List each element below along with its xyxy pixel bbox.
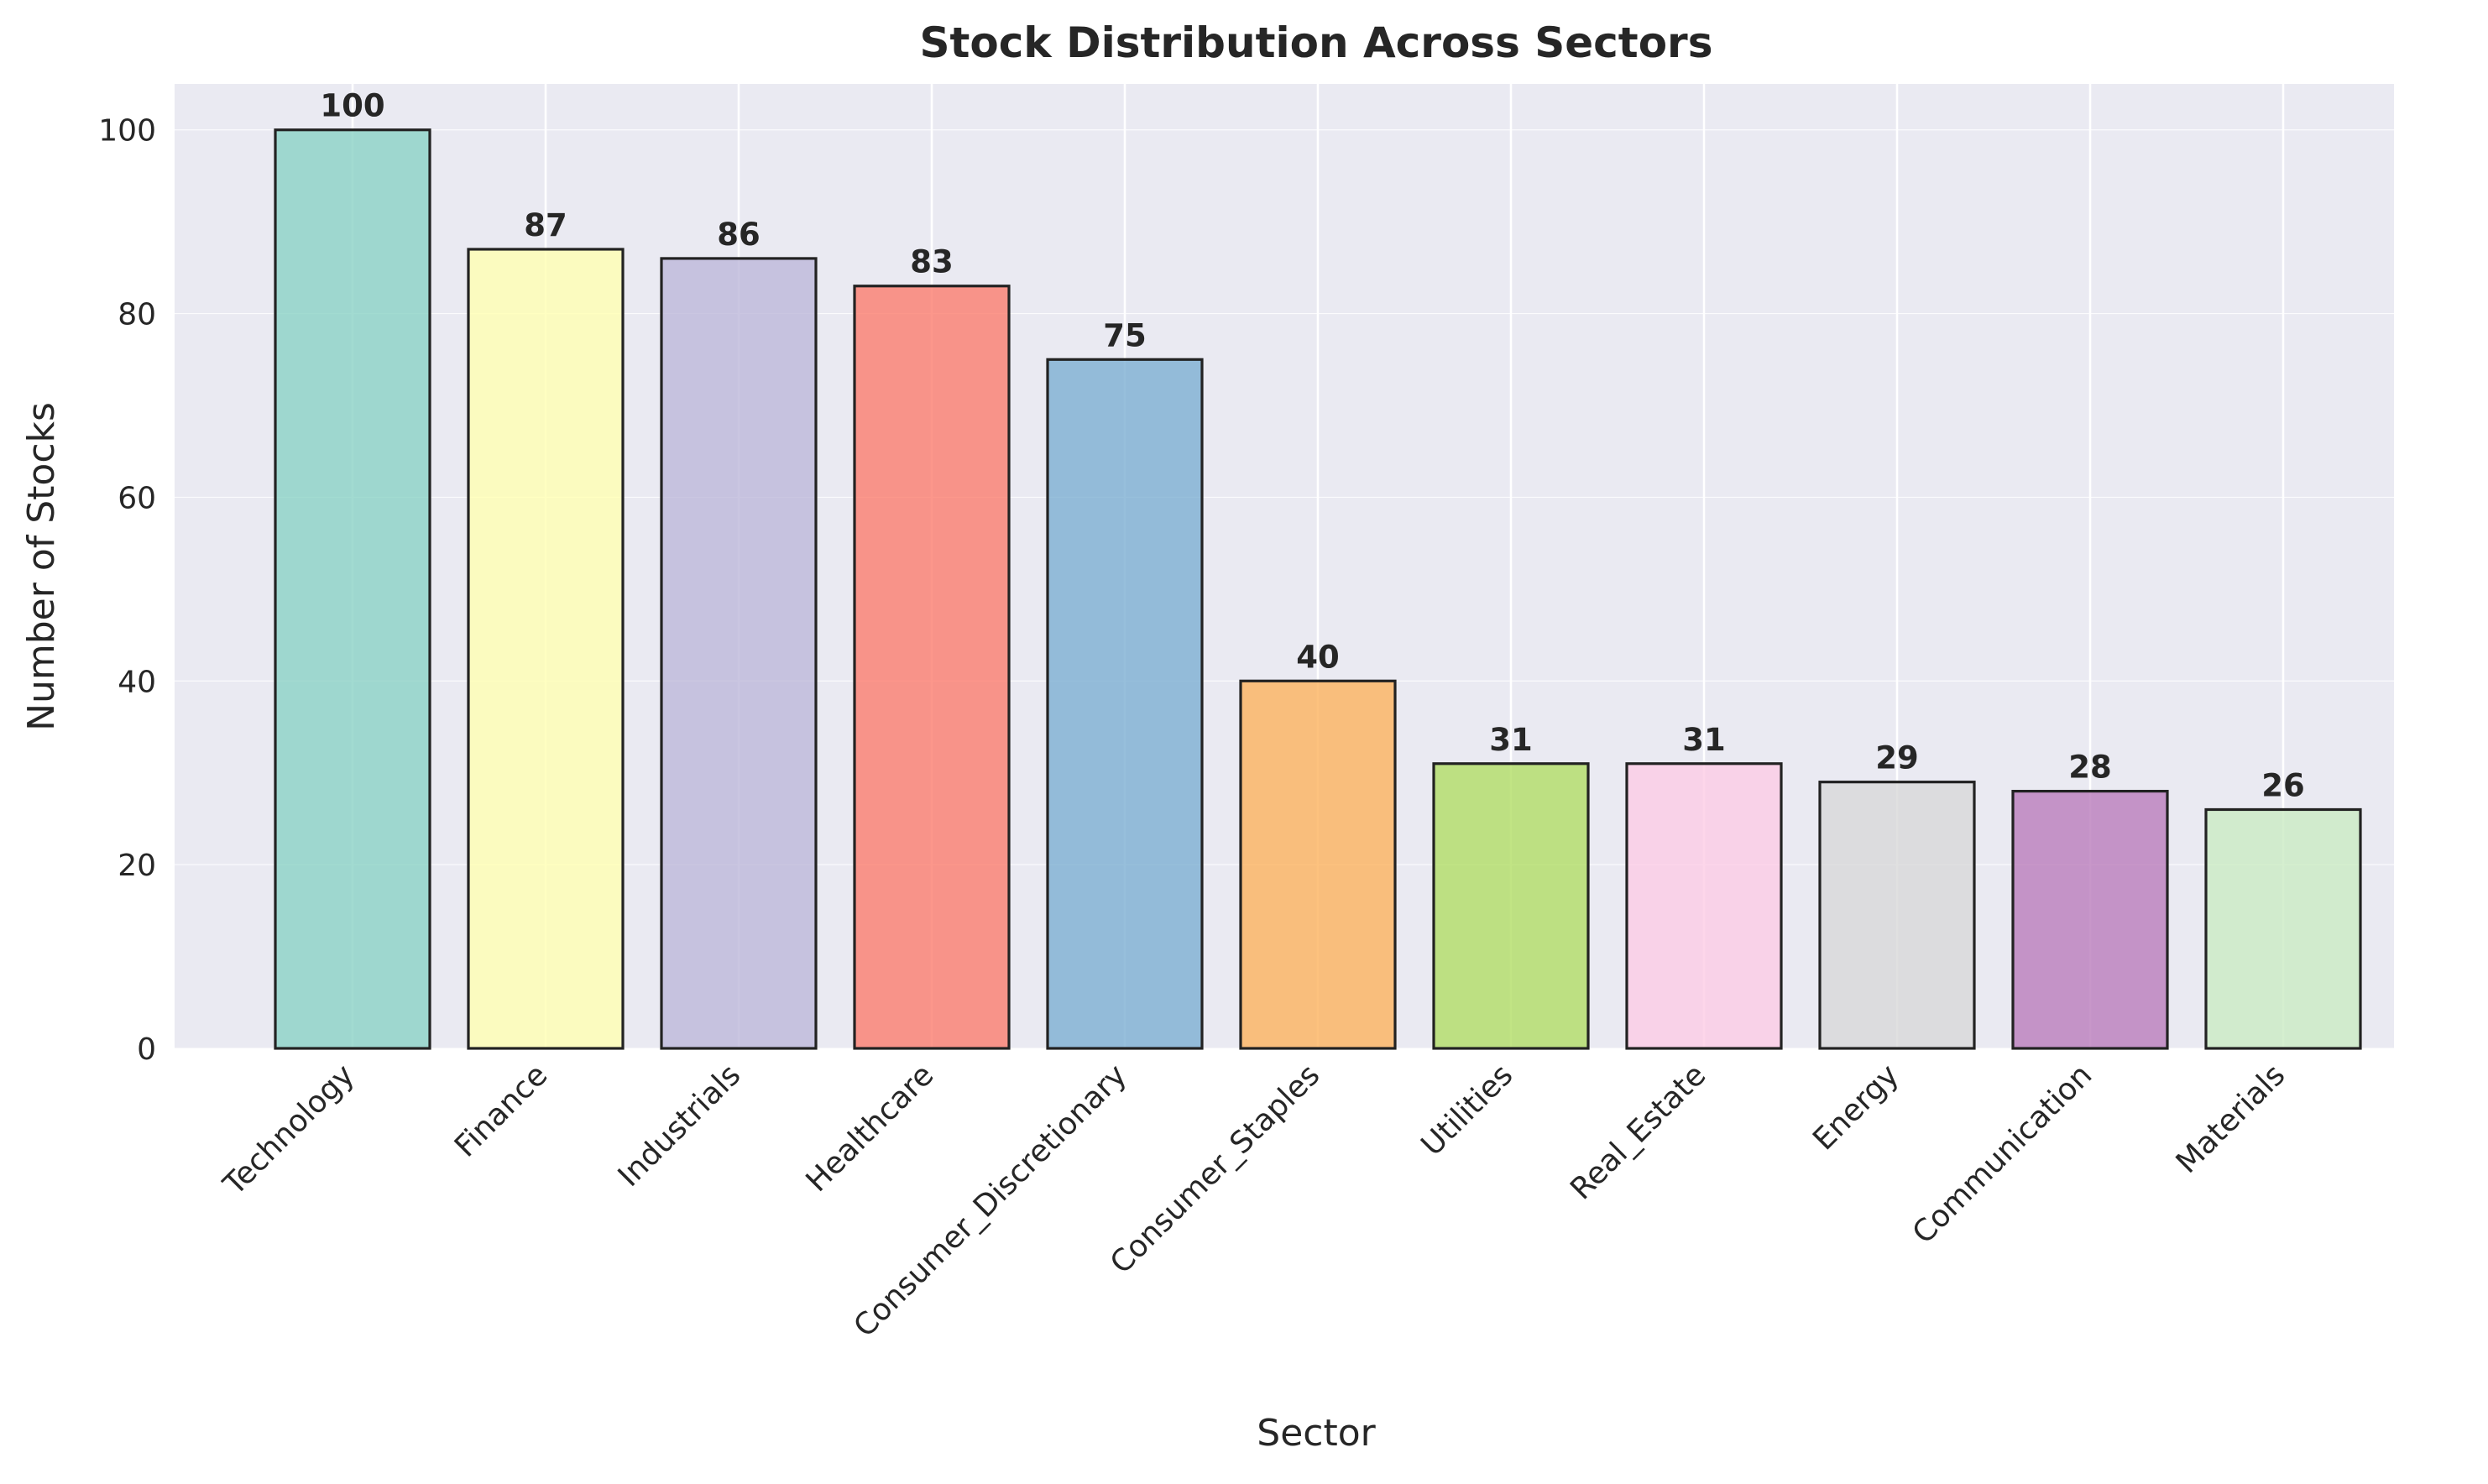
y-tick-label: 60 [118, 481, 156, 515]
y-tick-label: 80 [118, 298, 156, 332]
bar-communication [2011, 789, 2169, 1050]
x-tick-label: Industrials [612, 1058, 748, 1194]
x-axis-label: Sector [1257, 1412, 1376, 1455]
y-tick-label: 0 [137, 1032, 156, 1067]
x-tick-label: Energy [1806, 1058, 1905, 1157]
y-axis-label: Number of Stocks [20, 402, 63, 731]
bar-utilities [1432, 762, 1590, 1050]
chart-title: Stock Distribution Across Sectors [920, 18, 1713, 67]
bar-value-label: 29 [1875, 740, 1919, 776]
x-tick-label: Communication [1906, 1058, 2099, 1251]
bar-real-estate [1625, 762, 1783, 1050]
bar-value-label: 31 [1489, 722, 1533, 758]
bar-value-label: 75 [1103, 317, 1147, 353]
bar-value-label: 40 [1296, 639, 1340, 675]
data-labels: 100 87 86 83 75 40 31 31 29 28 26 [320, 88, 2304, 804]
bar-value-label: 83 [910, 244, 954, 280]
y-tick-label: 20 [118, 849, 156, 883]
bar-consumer-staples [1239, 679, 1397, 1050]
bar-industrials [660, 257, 818, 1050]
y-axis-ticks: 0 20 40 60 80 100 [98, 114, 156, 1067]
x-tick-label: Real_Estate [1564, 1058, 1712, 1206]
bars [274, 128, 2362, 1050]
y-tick-label: 100 [98, 114, 156, 149]
bar-value-label: 86 [717, 217, 761, 253]
x-tick-label: Utilities [1415, 1058, 1520, 1163]
x-tick-label: Technology [217, 1058, 361, 1202]
x-tick-label: Finance [448, 1058, 554, 1163]
y-tick-label: 40 [118, 665, 156, 699]
x-tick-label: Materials [2170, 1058, 2292, 1180]
bar-technology [274, 128, 431, 1050]
bar-value-label: 31 [1682, 722, 1726, 758]
x-tick-label: Healthcare [800, 1058, 941, 1199]
bar-finance [467, 248, 625, 1050]
x-axis-ticks: Technology Finance Industrials Healthcare Co… [217, 1058, 2292, 1344]
bar-healthcare [853, 285, 1011, 1050]
bar-value-label: 28 [2068, 750, 2112, 786]
bar-value-label: 87 [524, 207, 567, 243]
x-tick-label: Consumer_Staples [1104, 1058, 1326, 1280]
bar-energy [1818, 781, 1976, 1050]
bar-consumer-discretionary [1046, 358, 1204, 1050]
bar-materials [2204, 807, 2362, 1050]
bar-value-label: 26 [2261, 767, 2305, 803]
bar-value-label: 100 [320, 88, 384, 124]
